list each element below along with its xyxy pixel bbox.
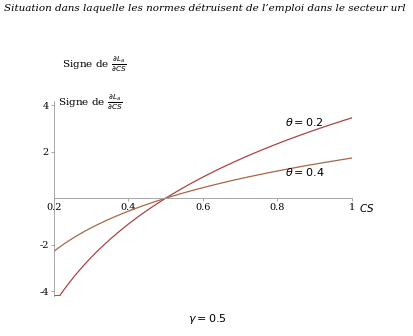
Text: Situation dans laquelle les normes détruisent de l’emploi dans le secteur url: Situation dans laquelle les normes détru…	[4, 3, 405, 13]
Text: Signe de $\frac{\partial L_a}{\partial CS}$: Signe de $\frac{\partial L_a}{\partial C…	[57, 93, 122, 113]
Text: Signe de $\frac{\partial L_a}{\partial CS}$: Signe de $\frac{\partial L_a}{\partial C…	[62, 54, 126, 74]
Text: $\gamma = 0.5$: $\gamma = 0.5$	[187, 312, 226, 326]
Text: $\theta = 0.2$: $\theta = 0.2$	[284, 116, 323, 128]
Text: $\theta = 0.4$: $\theta = 0.4$	[284, 166, 324, 177]
Text: $CS$: $CS$	[358, 202, 374, 214]
